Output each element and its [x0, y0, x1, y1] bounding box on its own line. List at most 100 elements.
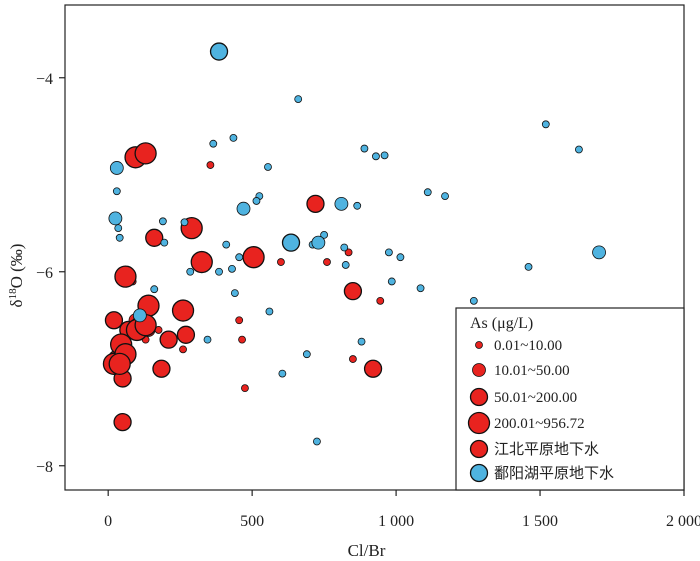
- poyang-point: [230, 289, 239, 297]
- legend-group-label: 江北平原地下水: [494, 441, 599, 458]
- legend-box: [455, 307, 685, 491]
- poyang-point: [575, 145, 583, 154]
- y-axis-ticks: −4 −6 −8: [36, 71, 65, 476]
- poyang-point: [115, 233, 124, 242]
- poyang-point: [229, 133, 238, 142]
- legend-size-marker: [472, 363, 486, 377]
- legend-size-label: 200.01~956.72: [494, 416, 585, 432]
- poyang-point: [360, 144, 369, 153]
- poyang-point: [387, 277, 396, 286]
- poyang-point: [592, 245, 606, 260]
- y-axis-title: δ18O (‰): [7, 244, 26, 308]
- jiangbei-point: [113, 412, 132, 432]
- y-tick-label: −4: [36, 71, 53, 88]
- poyang-point: [222, 240, 231, 249]
- poyang-point: [228, 264, 236, 273]
- poyang-point: [235, 253, 244, 262]
- jiangbei-point: [152, 359, 171, 378]
- poyang-point: [423, 188, 432, 197]
- poyang-point: [380, 151, 389, 160]
- jiangbei-point: [344, 248, 353, 257]
- poyang-point: [278, 369, 287, 378]
- x-tick-label: 0: [104, 513, 112, 530]
- jiangbei-point: [108, 352, 131, 376]
- poyang-point: [109, 161, 124, 175]
- poyang-point: [320, 230, 329, 239]
- poyang-point: [469, 296, 478, 305]
- jiangbei-point: [134, 142, 157, 165]
- poyang-point: [334, 196, 349, 211]
- poyang-point: [357, 337, 366, 346]
- poyang-point: [215, 267, 223, 276]
- jiangbei-point: [171, 299, 195, 322]
- poyang-point: [541, 120, 550, 129]
- poyang-point: [150, 285, 159, 294]
- jiangbei-point: [176, 325, 196, 344]
- poyang-point: [311, 235, 326, 250]
- y-tick-label: −8: [36, 459, 53, 476]
- poyang-point: [209, 139, 218, 148]
- poyang-point: [340, 243, 349, 252]
- legend-size-marker: [467, 411, 491, 435]
- poyang-point: [114, 224, 123, 233]
- poyang-point: [236, 201, 251, 216]
- legend-group-marker: [469, 439, 489, 459]
- poyang-point: [384, 248, 393, 257]
- jiangbei-point: [238, 335, 246, 344]
- x-axis-ticks: 0 500 1 000 1 500 2 000: [104, 490, 700, 530]
- y-tick-label: −6: [36, 265, 53, 282]
- x-axis-title: Cl/Br: [348, 541, 386, 560]
- jiangbei-point: [179, 345, 187, 354]
- legend-size-marker: [469, 387, 489, 407]
- poyang-point: [416, 284, 425, 293]
- legend-size-label: 10.01~50.00: [494, 363, 570, 379]
- jiangbei-point: [277, 258, 285, 266]
- legend: As (μg/L) 0.01~10.00 10.01~50.00 50.01~200.…: [455, 307, 685, 491]
- poyang-point: [441, 192, 449, 200]
- poyang-point: [132, 308, 147, 323]
- poyang-point: [294, 95, 303, 103]
- legend-size-marker: [475, 341, 483, 349]
- poyang-point: [353, 201, 362, 210]
- poyang-point: [265, 307, 274, 316]
- jiangbei-point: [206, 161, 215, 169]
- poyang-point: [341, 261, 350, 269]
- jiangbei-point: [323, 258, 331, 266]
- x-tick-label: 500: [240, 513, 264, 530]
- jiangbei-point: [159, 330, 178, 349]
- legend-group-marker: [469, 463, 489, 483]
- poyang-point: [264, 163, 272, 171]
- poyang-point: [160, 238, 169, 247]
- x-tick-label: 1 000: [378, 513, 414, 530]
- poyang-point: [209, 42, 229, 61]
- jiangbei-point: [104, 311, 124, 330]
- legend-title: As (μg/L): [470, 315, 533, 332]
- jiangbei-point: [343, 281, 363, 301]
- poyang-point: [372, 152, 380, 161]
- legend-size-label: 50.01~200.00: [494, 390, 577, 406]
- poyang-point: [158, 217, 167, 226]
- jiangbei-point: [363, 359, 383, 378]
- jiangbei-point: [376, 296, 385, 305]
- poyang-point: [313, 437, 321, 446]
- legend-size-label: 0.01~10.00: [494, 338, 562, 354]
- poyang-point: [112, 187, 121, 196]
- poyang-point: [186, 267, 195, 276]
- jiangbei-point: [114, 265, 137, 288]
- jiangbei-point: [235, 316, 244, 325]
- data-points: [102, 42, 606, 446]
- x-tick-label: 2 000: [666, 513, 700, 530]
- poyang-point: [396, 253, 405, 262]
- poyang-point: [524, 262, 533, 271]
- jiangbei-point: [190, 250, 213, 274]
- jiangbei-point: [306, 194, 325, 214]
- poyang-point: [281, 233, 301, 252]
- poyang-point: [108, 211, 123, 226]
- axes: [64, 4, 685, 491]
- poyang-point: [203, 335, 212, 344]
- x-tick-label: 1 500: [522, 513, 558, 530]
- jiangbei-point: [349, 355, 357, 363]
- poyang-point: [302, 350, 311, 359]
- jiangbei-point: [241, 384, 249, 393]
